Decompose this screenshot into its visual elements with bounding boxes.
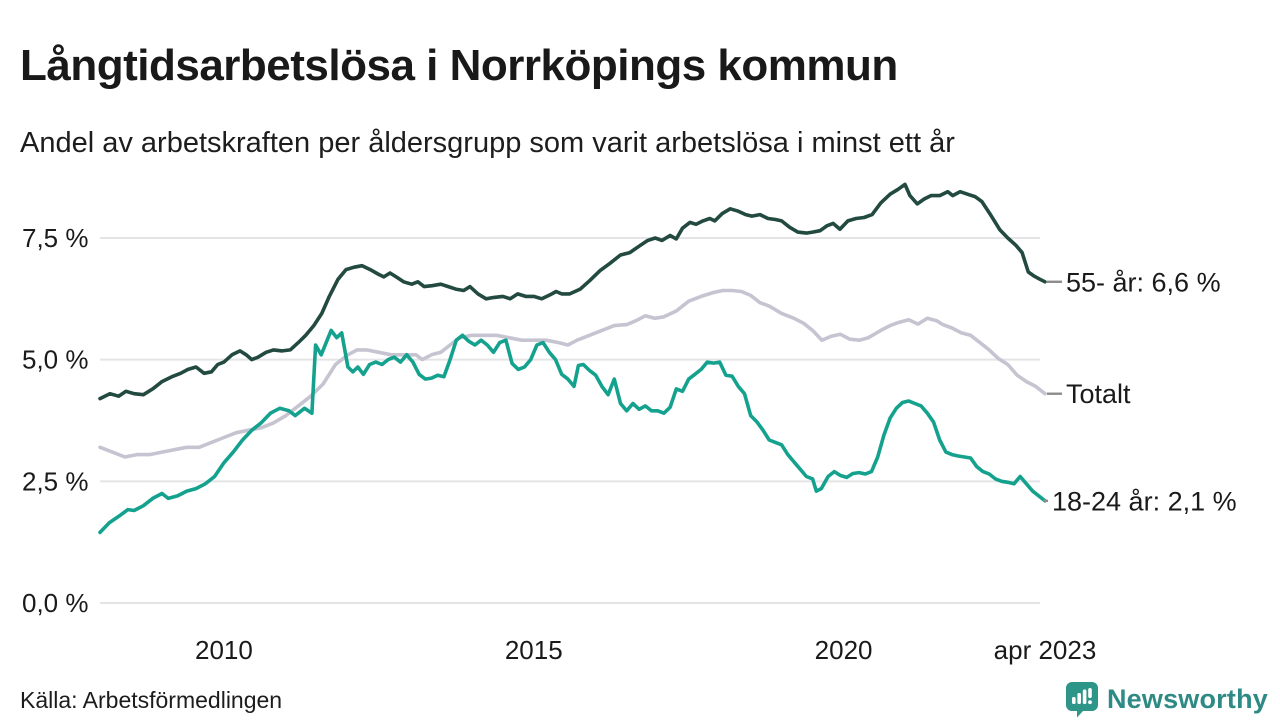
- newsworthy-brand: Newsworthy: [1065, 681, 1268, 718]
- x-axis-tick-label: 2020: [815, 635, 873, 665]
- newsworthy-wordmark: Newsworthy: [1106, 684, 1268, 714]
- page-subtitle: Andel av arbetskraften per åldersgrupp s…: [20, 127, 955, 159]
- x-axis-tick-label: apr 2023: [994, 635, 1097, 665]
- y-axis-tick-label: 2,5 %: [22, 466, 89, 496]
- series-line-18-24r: [98, 328, 1047, 535]
- y-axis-tick-label: 0,0 %: [22, 588, 89, 618]
- series-end-label: Totalt: [1066, 379, 1131, 409]
- series-end-label: 55- år: 6,6 %: [1066, 267, 1221, 297]
- newsworthy-icon: [1065, 681, 1099, 718]
- page-title: Långtidsarbetslösa i Norrköpings kommun: [20, 41, 898, 91]
- source-note: Källa: Arbetsförmedlingen: [20, 687, 283, 713]
- x-axis-tick-label: 2010: [195, 635, 253, 665]
- series-line-Totalt: [98, 288, 1047, 459]
- y-axis-tick-label: 7,5 %: [22, 223, 89, 253]
- series-line-55-r: [98, 182, 1047, 401]
- series-end-label: 18-24 år: 2,1 %: [1052, 486, 1237, 516]
- x-axis-tick-label: 2015: [505, 635, 563, 665]
- y-axis-tick-label: 5,0 %: [22, 345, 89, 375]
